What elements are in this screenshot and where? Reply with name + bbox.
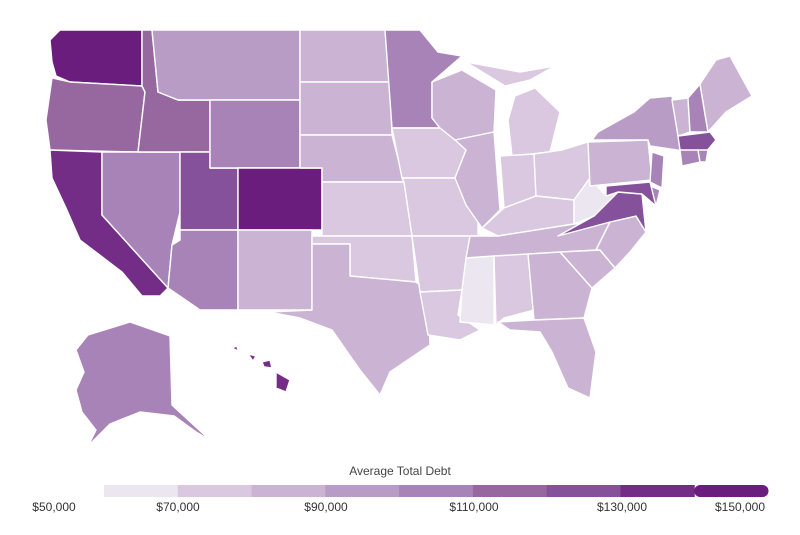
- state-south-dakota[interactable]: [299, 81, 393, 136]
- legend-swatch-4: [399, 485, 474, 497]
- state-maryland[interactable]: [605, 181, 657, 207]
- legend-swatch-1: [177, 485, 253, 497]
- legend-tick-70000: $70,000: [156, 500, 200, 514]
- state-illinois[interactable]: [454, 131, 501, 229]
- state-montana[interactable]: [151, 29, 301, 101]
- state-rhode-island[interactable]: [697, 149, 709, 163]
- legend-tick-90000: $90,000: [304, 500, 348, 514]
- legend-swatch-7: [620, 485, 695, 497]
- state-kansas[interactable]: [321, 181, 413, 237]
- state-alaska[interactable]: [75, 321, 211, 447]
- legend-tick-130000: $130,000: [596, 500, 648, 514]
- state-florida[interactable]: [497, 317, 597, 399]
- state-massachusetts[interactable]: [677, 131, 717, 153]
- state-arkansas[interactable]: [411, 235, 471, 293]
- state-colorado[interactable]: [237, 167, 323, 231]
- state-wyoming[interactable]: [209, 99, 301, 169]
- us-choropleth-map: [45, 29, 753, 447]
- legend-swatch-8: [694, 485, 769, 497]
- state-mississippi[interactable]: [459, 255, 495, 326]
- state-wisconsin[interactable]: [431, 69, 497, 141]
- legend-color-bar: [104, 485, 769, 497]
- state-new-mexico[interactable]: [237, 229, 313, 311]
- legend-title: Average Total Debt: [349, 464, 451, 478]
- state-pennsylvania[interactable]: [587, 139, 653, 187]
- state-arizona[interactable]: [167, 229, 239, 311]
- legend-swatch-5: [472, 485, 548, 497]
- state-alabama[interactable]: [493, 253, 535, 326]
- legend-tick-110000: $110,000: [449, 500, 499, 514]
- legend-swatch-0: [104, 485, 179, 497]
- state-north-dakota[interactable]: [299, 29, 391, 83]
- state-maine[interactable]: [699, 55, 753, 133]
- state-hawaii[interactable]: [231, 345, 291, 393]
- legend-tick-150000: $150,000: [714, 500, 766, 514]
- state-new-jersey[interactable]: [649, 151, 665, 189]
- state-georgia[interactable]: [527, 251, 593, 321]
- legend-swatch-6: [546, 485, 621, 497]
- legend-swatch-2: [251, 485, 326, 497]
- state-texas[interactable]: [267, 243, 431, 396]
- state-oregon[interactable]: [45, 77, 146, 153]
- state-washington[interactable]: [49, 29, 143, 87]
- legend-tick-50000: $50,000: [32, 500, 76, 514]
- legend-swatch-3: [325, 485, 400, 497]
- state-connecticut[interactable]: [679, 149, 701, 167]
